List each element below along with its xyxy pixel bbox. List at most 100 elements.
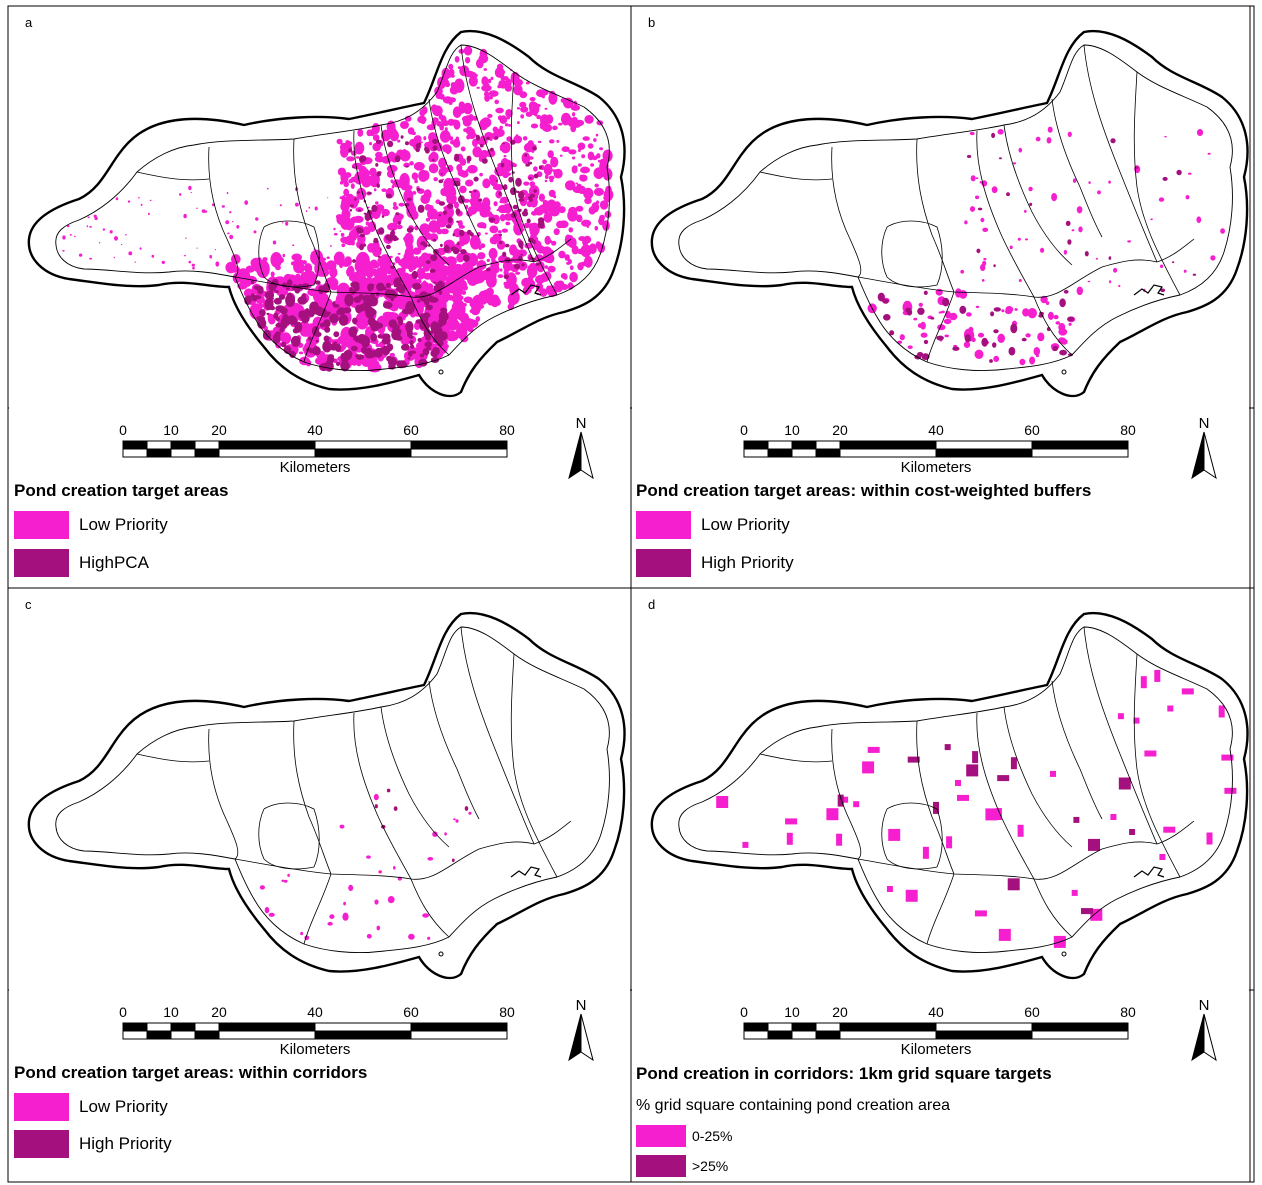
low-priority-area [306,269,310,275]
high-priority-area [381,337,391,345]
high-priority-area [286,279,293,287]
low-priority-area [597,190,601,195]
low-priority-area [374,155,385,163]
low-priority-area [504,123,509,127]
low-priority-area [479,172,483,177]
low-priority-area [513,88,517,90]
low-priority-area [334,232,338,236]
high-priority-area [348,148,353,153]
low-priority-area [341,243,346,248]
boundary-line [1083,44,1158,263]
high-priority-area [373,322,384,329]
high-priority-area [378,227,385,235]
low-priority-area [204,210,208,213]
high-priority-area [320,285,329,291]
low-priority-area [480,243,486,249]
low-priority-area [390,157,394,160]
scale-segment [935,1030,1033,1040]
low-priority-area [596,153,601,159]
high-priority-area [466,155,472,162]
high-priority-area [367,287,373,292]
grid-square-0-25 [1110,814,1117,820]
high-priority-area [395,286,403,292]
high-priority-area [370,350,380,358]
low-priority-area [539,204,549,212]
high-priority-area [278,294,286,300]
scale-segment [218,1022,316,1032]
grid-square-over-25 [1073,816,1080,823]
boundary-line [881,220,943,288]
low-priority-area [438,157,447,169]
high-priority-area [289,350,296,359]
boundary-line [258,220,320,288]
low-priority-area [575,205,584,212]
high-priority-area [991,132,996,139]
low-priority-area [548,92,558,105]
grid-square-over-25 [907,756,920,763]
low-priority-area [340,200,350,212]
high-priority-area [952,346,960,351]
high-priority-area [386,193,392,199]
high-priority-area [424,146,428,152]
scale-tick-label: 40 [307,422,323,438]
low-priority-area [1196,129,1204,136]
low-priority-area [521,228,525,231]
low-priority-area [340,236,349,244]
scale-segment [815,1030,841,1040]
scale-segment [194,448,220,458]
scale-segment [1031,1030,1129,1040]
panel-letter: a [25,15,33,30]
low-priority-area [590,163,595,167]
high-priority-area [432,138,438,144]
low-priority-area [584,115,594,124]
harbour-detail [1133,284,1165,296]
grid-square-0-25 [842,796,849,803]
low-priority-area [572,156,576,160]
high-priority-area [285,287,290,291]
high-priority-area [279,321,288,330]
boundary-line [208,728,239,860]
high-priority-area [376,171,382,177]
high-priority-area [527,161,533,165]
low-priority-area [454,331,462,338]
grid-square-0-25 [886,886,893,892]
high-priority-area [537,220,545,229]
high-priority-area [336,361,340,366]
legend-label: Low Priority [701,515,790,534]
low-priority-area [536,89,547,98]
grid-square-over-25 [1007,878,1020,891]
low-priority-area [437,76,447,90]
high-priority-area [359,233,366,238]
low-priority-area [938,311,942,314]
low-priority-area [1063,249,1068,255]
scale-bar: 0 10 20 40 60 80 Kilometers [119,1004,515,1057]
low-priority-area [333,227,336,231]
map [650,611,1249,980]
low-priority-area [488,247,498,260]
low-priority-area [550,101,554,104]
low-priority-area [444,832,447,836]
grid-square-0-25 [922,846,929,859]
boundary-line [916,138,955,293]
grid-square-0-25 [867,746,880,753]
low-priority-area [416,278,422,285]
low-priority-area [907,345,913,350]
low-priority-area [505,221,511,226]
low-priority-area [970,175,976,182]
low-priority-area [455,819,459,823]
high-priority-area [1067,239,1072,245]
low-priority-area [489,225,499,234]
low-priority-area [1040,295,1048,304]
low-priority-area [502,170,510,179]
low-priority-area [1183,269,1187,273]
low-priority-area [497,230,502,234]
low-priority-area [253,230,257,234]
low-priority-area [354,141,365,155]
low-priority-area [446,164,454,173]
low-priority-area [225,261,237,274]
low-priority-area [445,168,449,173]
high-priority-area [405,141,409,146]
low-priority-area [487,113,493,118]
high-priority-area [457,195,465,204]
low-priority-area [227,232,230,235]
